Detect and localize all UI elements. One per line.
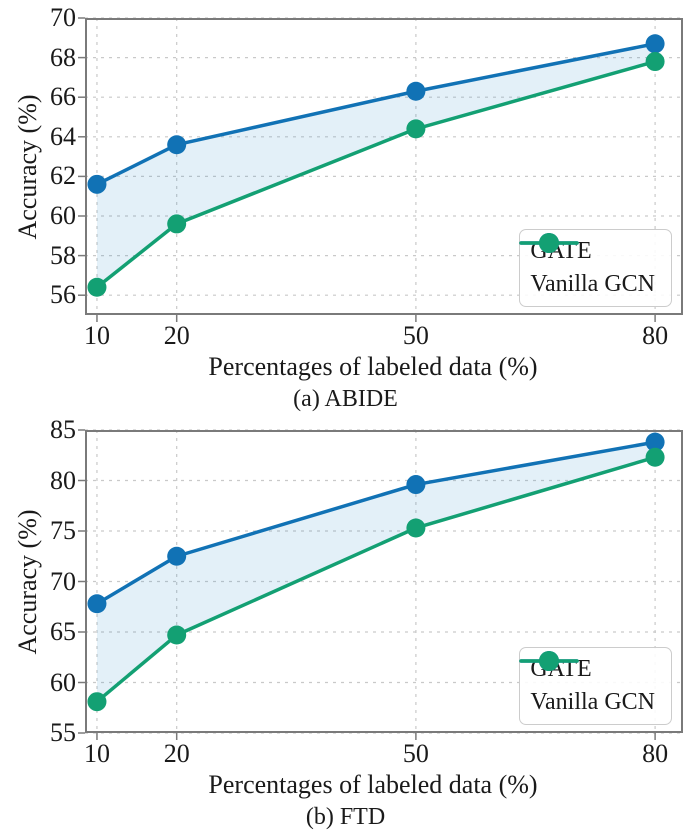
- series-line-gate: [95, 440, 657, 606]
- y-tick-label: 75: [50, 516, 76, 545]
- legend-item-vanilla-gcn: Vanilla GCN: [519, 651, 655, 719]
- data-point-marker: [645, 52, 665, 72]
- data-point-marker: [406, 81, 426, 101]
- x-tick-label: 10: [83, 321, 110, 350]
- legend: GATE Vanilla GCN: [519, 229, 672, 307]
- legend-marker-icon: [519, 651, 580, 671]
- x-tick-label: 50: [402, 739, 429, 768]
- y-tick-label: 60: [50, 201, 76, 230]
- legend-marker-icon: [519, 233, 580, 253]
- plot-spines: [85, 430, 683, 733]
- data-point-marker: [406, 518, 426, 538]
- y-tick-label: 58: [50, 240, 76, 270]
- y-tick-label: 70: [50, 3, 76, 32]
- y-tick-label: 56: [50, 280, 76, 310]
- y-tick-label: 70: [50, 566, 76, 596]
- data-point-marker: [167, 546, 187, 566]
- y-tick-label: 55: [50, 718, 76, 747]
- data-point-marker: [645, 432, 665, 452]
- subfigure-caption: (a) ABIDE: [293, 386, 398, 412]
- data-point-marker: [87, 692, 107, 712]
- data-point-marker: [87, 277, 107, 297]
- data-point-marker: [167, 214, 187, 234]
- legend-item-vanilla-gcn: Vanilla GCN: [519, 233, 655, 301]
- x-axis-label: Percentages of labeled data (%): [208, 352, 538, 381]
- y-tick-label: 68: [50, 42, 76, 72]
- x-tick-label: 10: [83, 739, 110, 768]
- plot-area: GATE Vanilla GCN: [78, 429, 683, 740]
- x-tick-label: 80: [642, 321, 669, 350]
- y-tick-label: 64: [50, 121, 76, 151]
- legend-label: Vanilla GCN: [530, 689, 655, 715]
- chart-panel-ftd: Accuracy (%) GATE Vanilla GCN Percentages…: [0, 410, 691, 830]
- plot-area: GATE Vanilla GCN: [78, 17, 683, 322]
- chart-svg: [78, 17, 683, 322]
- chart-svg: [78, 429, 683, 740]
- legend: GATE Vanilla GCN: [519, 647, 672, 725]
- data-point-marker: [645, 447, 665, 467]
- fill-between-band: [96, 43, 656, 288]
- legend-label: Vanilla GCN: [530, 271, 655, 297]
- plot-spines: [85, 18, 683, 315]
- subfigure-caption: (b) FTD: [305, 804, 386, 830]
- data-point-marker: [167, 625, 187, 645]
- data-point-marker: [87, 594, 107, 614]
- chart-panel-abide: Accuracy (%) GATE Vanilla GCN Percentages…: [0, 0, 691, 412]
- x-tick-label: 50: [402, 321, 429, 350]
- y-tick-label: 60: [50, 667, 76, 697]
- y-tick-label: 85: [50, 415, 76, 444]
- y-tick-label: 80: [50, 465, 76, 495]
- fill-between-band: [96, 442, 656, 702]
- x-tick-label: 20: [163, 739, 190, 768]
- y-tick-label: 66: [50, 82, 76, 112]
- data-point-marker: [406, 119, 426, 139]
- y-tick-label: 65: [50, 617, 76, 646]
- series-line-vanilla-gcn: [95, 455, 657, 704]
- series-line-vanilla-gcn: [95, 59, 657, 290]
- series-line-gate: [95, 41, 657, 187]
- x-tick-label: 20: [163, 321, 190, 350]
- x-tick-label: 80: [642, 739, 669, 768]
- data-point-marker: [645, 34, 665, 54]
- data-point-marker: [406, 475, 426, 495]
- data-point-marker: [167, 135, 187, 155]
- y-tick-label: 62: [50, 161, 76, 191]
- x-axis-label: Percentages of labeled data (%): [208, 770, 538, 799]
- data-point-marker: [87, 174, 107, 194]
